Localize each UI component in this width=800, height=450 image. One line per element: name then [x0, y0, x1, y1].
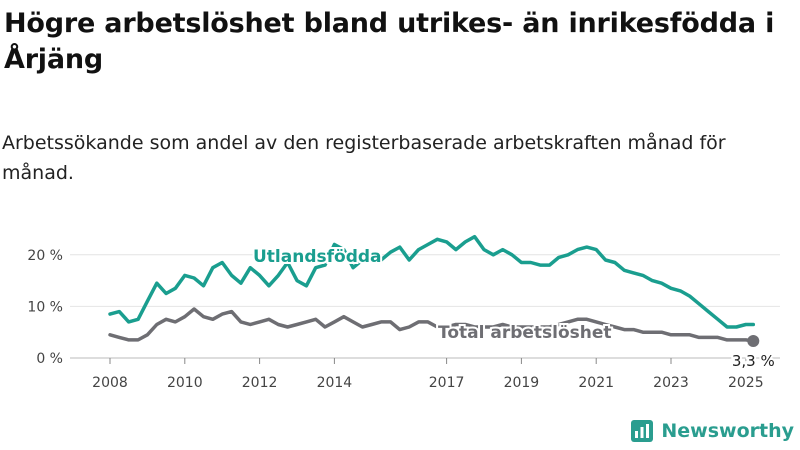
series-label-utlandsfodda: Utlandsfödda [253, 247, 382, 267]
x-tick-label: 2017 [429, 375, 465, 390]
bar-chart-logo-icon [631, 420, 654, 442]
y-tick-label: 10 % [27, 299, 63, 315]
x-tick-label: 2021 [578, 375, 614, 390]
series-label-total: Total arbetslöshet [438, 323, 612, 343]
end-value-label: 3,3 % [732, 352, 775, 370]
brand: Newsworthy [631, 420, 794, 442]
x-tick-label: 2010 [167, 375, 203, 390]
end-point-marker [747, 334, 760, 347]
x-tick-label: 2008 [92, 375, 128, 390]
y-tick-label: 0 % [36, 351, 63, 367]
brand-name: Newsworthy [661, 420, 794, 442]
x-tick-label: 2023 [653, 375, 689, 390]
page-title: Högre arbetslöshet bland utrikes- än inr… [4, 8, 775, 75]
x-tick-label: 2019 [504, 375, 540, 390]
series-line-total [108, 307, 756, 343]
series-line-utlandsfodda [108, 234, 756, 329]
x-tick-label: 2014 [317, 375, 353, 390]
line-chart: 0 % 10 % 20 % 2008 2010 2012 2014 2017 2019 2021 2… [27, 234, 780, 390]
page-subtitle: Arbetssökande som andel av den registerb… [2, 132, 726, 184]
y-tick-label: 20 % [27, 248, 63, 264]
x-tick-label: 2012 [242, 375, 278, 390]
x-tick-label: 2025 [728, 375, 764, 390]
